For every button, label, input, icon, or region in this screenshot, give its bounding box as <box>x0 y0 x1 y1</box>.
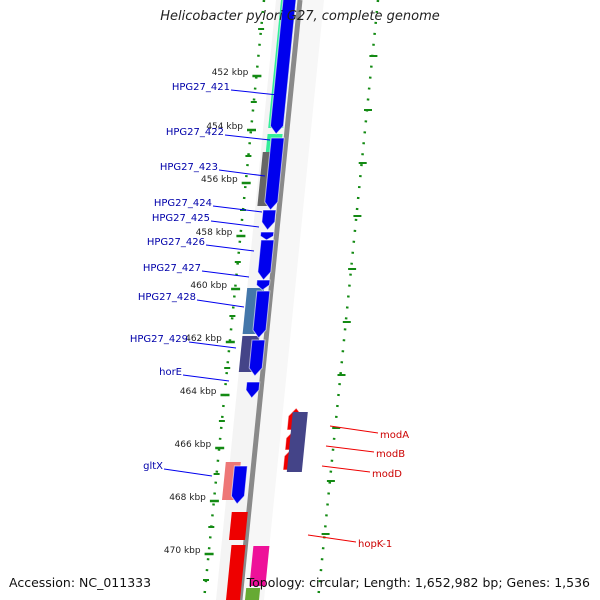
forward-gene-label: HPG27_422 <box>166 127 224 138</box>
ruler-tick-label: 464 kbp <box>180 387 217 397</box>
ruler-tick-label: 462 kbp <box>185 334 222 344</box>
forward-gene-arrow <box>245 381 261 399</box>
reverse-label-connector <box>325 445 375 453</box>
forward-gene-arrow <box>257 239 275 281</box>
forward-gene-label: HPG27_423 <box>160 162 218 173</box>
forward-gene-label: HPG27_426 <box>147 237 205 248</box>
ruler-tick-label: 460 kbp <box>190 281 227 291</box>
ruler-tick-label: 452 kbp <box>212 68 249 78</box>
feature-block-olive <box>245 588 261 600</box>
gene-label-connector <box>182 374 230 382</box>
reverse-label-connector <box>307 534 357 543</box>
track-shade-right <box>242 0 324 600</box>
topology-text: Topology: circular; Length: 1,652,982 bp… <box>246 575 590 590</box>
inner-dotted-guide <box>202 0 266 600</box>
gene-label-connector <box>188 341 237 349</box>
feature-block-red-2 <box>226 545 246 600</box>
forward-gene-arrow <box>261 209 277 231</box>
ruler-tick-label: 470 kbp <box>164 546 201 556</box>
forward-gene-label: HPG27_421 <box>172 82 230 93</box>
gene-label-connector <box>224 134 271 141</box>
reverse-gene-label: modD <box>372 469 402 480</box>
accession-text: Accession: NC_011333 <box>9 575 152 590</box>
forward-gene-arrow <box>269 0 297 135</box>
forward-gene-label: HPG27_425 <box>152 213 210 224</box>
gene-label-connector <box>163 468 213 477</box>
ruler-tick-label: 456 kbp <box>201 175 238 185</box>
gene-label-connector <box>218 169 266 177</box>
gene-label-connector <box>230 89 279 96</box>
forward-gene-label: horE <box>159 367 182 378</box>
gene-label-connector <box>201 270 250 278</box>
feature-block-magenta <box>249 546 270 586</box>
forward-gene-arrow <box>264 137 285 211</box>
gene-label-connector <box>205 244 255 252</box>
forward-gene-label: HPG27_427 <box>143 263 201 274</box>
ruler-tick-label: 466 kbp <box>175 440 212 450</box>
gene-label-connector <box>210 220 260 228</box>
reverse-gene-label: modB <box>376 449 405 460</box>
forward-gene-arrow <box>255 279 271 291</box>
genome-backbone <box>237 0 303 600</box>
reverse-gene-label: modA <box>380 430 409 441</box>
gene-label-connector <box>212 205 263 213</box>
forward-gene-label: gltX <box>143 461 163 472</box>
ruler-tick-label: 454 kbp <box>206 122 243 132</box>
forward-gene-label: HPG27_429 <box>130 334 188 345</box>
forward-gene-arrow <box>230 465 248 505</box>
feature-block-red <box>229 512 248 540</box>
ruler-tick-label: 458 kbp <box>196 228 233 238</box>
reverse-label-connector <box>329 425 379 434</box>
gene-label-connector <box>196 299 245 308</box>
forward-gene-arrow <box>248 339 266 377</box>
outer-dotted-guide <box>316 0 380 600</box>
feature-block-modgroup <box>286 412 308 472</box>
reverse-gene-label: hopK-1 <box>358 539 392 550</box>
forward-gene-arrow <box>252 290 271 339</box>
map-title: Helicobacter pylori G27, complete genome <box>160 9 440 24</box>
ruler-tick-label: 468 kbp <box>169 493 206 503</box>
forward-gene-label: HPG27_424 <box>154 198 212 209</box>
forward-gene-label: HPG27_428 <box>138 292 196 303</box>
reverse-label-connector <box>321 465 371 473</box>
forward-gene-arrow <box>259 231 275 241</box>
